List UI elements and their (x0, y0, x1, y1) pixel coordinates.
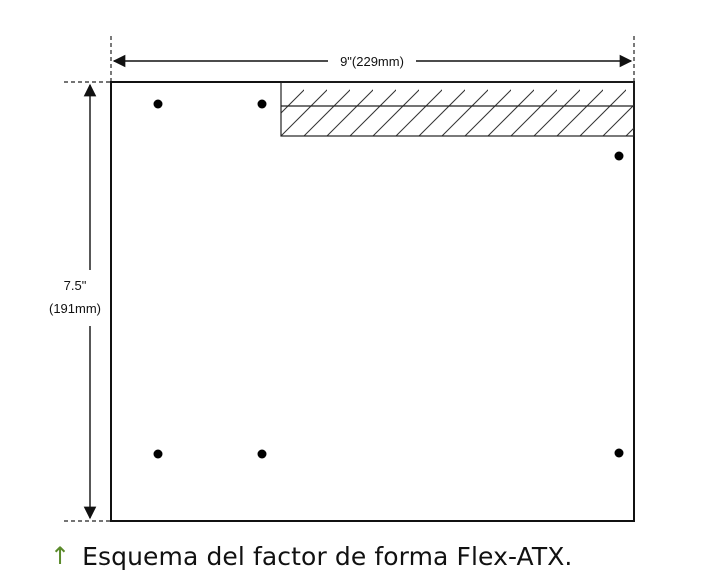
caption-text: Esquema del factor de forma Flex-ATX. (82, 541, 573, 571)
mounting-hole (614, 448, 624, 458)
mounting-hole (257, 449, 267, 459)
width-label: 9"(229mm) (340, 54, 404, 69)
mounting-hole (153, 99, 163, 109)
motherboard-outline (110, 81, 635, 522)
height-label-inches: 7.5" (64, 278, 87, 293)
figure-caption: ↑ Esquema del factor de forma Flex-ATX. (50, 536, 572, 576)
up-arrow-icon: ↑ (50, 542, 71, 570)
mounting-hole (257, 99, 267, 109)
io-area-hatched (280, 81, 635, 137)
mounting-hole (153, 449, 163, 459)
mounting-hole (614, 151, 624, 161)
height-label-mm: (191mm) (49, 301, 101, 316)
flex-atx-diagram: 9"(229mm) 7.5" (191mm) (49, 36, 635, 522)
